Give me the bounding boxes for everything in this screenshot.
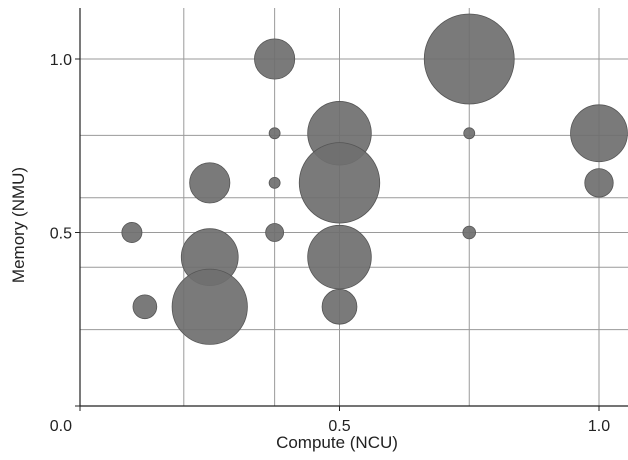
y-axis-label: Memory (NMU) bbox=[9, 167, 28, 283]
data-point bbox=[171, 268, 248, 345]
data-point bbox=[307, 224, 372, 290]
axes bbox=[75, 8, 628, 411]
x-tick-label: 0.5 bbox=[328, 418, 350, 435]
y-tick-label: 0.5 bbox=[50, 226, 72, 243]
data-point bbox=[298, 142, 381, 224]
data-point bbox=[423, 13, 515, 105]
x-tick-label: 1.0 bbox=[588, 418, 610, 435]
data-point bbox=[268, 127, 281, 140]
data-point bbox=[268, 176, 281, 189]
data-point bbox=[189, 162, 231, 204]
data-point bbox=[265, 223, 285, 242]
tick-labels: 0.5 1.0 0.5 1.0 0.0 bbox=[50, 52, 610, 435]
data-point bbox=[132, 294, 158, 320]
data-points bbox=[121, 13, 628, 345]
y-tick-label: 1.0 bbox=[50, 52, 72, 69]
data-point bbox=[254, 38, 296, 80]
data-point bbox=[463, 127, 476, 140]
data-point bbox=[321, 288, 358, 325]
data-point bbox=[121, 222, 143, 243]
x-axis-label: Compute (NCU) bbox=[276, 433, 398, 452]
data-point bbox=[570, 104, 628, 163]
data-point bbox=[584, 168, 614, 198]
data-point bbox=[462, 225, 477, 240]
origin-label: 0.0 bbox=[50, 418, 72, 435]
